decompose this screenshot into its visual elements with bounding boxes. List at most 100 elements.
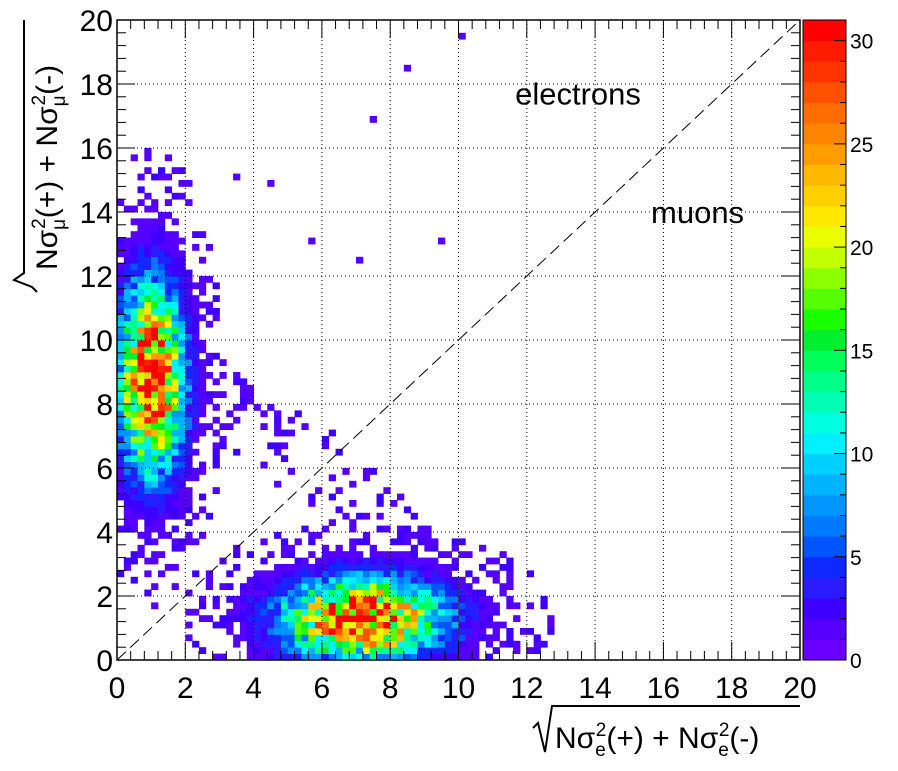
heatmap-bin [390, 615, 398, 622]
heatmap-bin [253, 634, 261, 642]
heatmap-bin [376, 615, 384, 622]
heatmap-bin [294, 640, 302, 648]
heatmap-bin [335, 551, 343, 558]
heatmap-bin [178, 538, 186, 546]
heatmap-bin [253, 608, 261, 616]
heatmap-bin [151, 404, 159, 411]
heatmap-bin [376, 564, 384, 571]
heatmap-bin [458, 653, 466, 661]
heatmap-bin [205, 583, 214, 590]
heatmap-bin [294, 608, 302, 616]
heatmap-bin [356, 621, 364, 629]
heatmap-bin [178, 327, 186, 334]
heatmap-bin [178, 167, 186, 174]
heatmap-bin [444, 564, 453, 571]
heatmap-bin [117, 378, 125, 386]
x-tick-label: 10 [442, 672, 475, 705]
heatmap-bin [369, 628, 377, 635]
heatmap-bin [144, 404, 152, 411]
heatmap-bin [130, 506, 138, 514]
heatmap-bin [151, 378, 159, 386]
heatmap-bin [137, 378, 145, 386]
color-scale-step [803, 618, 846, 640]
heatmap-bin [349, 647, 357, 654]
heatmap-bin [151, 512, 159, 520]
color-scale-labels: 0 5 10 15 20 25 30 [834, 31, 873, 673]
heatmap-bin [151, 468, 159, 475]
heatmap-bin [185, 352, 193, 360]
heatmap-bin [335, 608, 343, 616]
heatmap-bin [178, 506, 186, 514]
heatmap-bin [267, 180, 275, 187]
heatmap-bin [444, 615, 453, 622]
heatmap-bin [287, 647, 295, 654]
heatmap-bin [308, 628, 316, 635]
heatmap-bin [253, 621, 261, 629]
heatmap-bin [157, 314, 166, 322]
heatmap-bin [144, 231, 152, 238]
heatmap-bin [130, 493, 138, 501]
heatmap-bin [451, 538, 459, 546]
heatmap-bin [308, 615, 316, 622]
heatmap-bin [335, 596, 343, 603]
x-tick-label: 4 [245, 672, 262, 705]
heatmap-bin [137, 308, 145, 315]
heatmap-bin [267, 621, 275, 629]
heatmap-bin [151, 436, 159, 443]
heatmap-bin [390, 589, 398, 597]
heatmap-bin [178, 365, 186, 373]
heatmap-bin [178, 404, 186, 411]
heatmap-bin [301, 621, 309, 629]
heatmap-bin [342, 608, 350, 616]
heatmap-bin [444, 589, 453, 597]
heatmap-bin [117, 468, 125, 475]
heatmap-bin [335, 557, 343, 565]
heatmap-bin [164, 404, 173, 411]
heatmap-bin [342, 615, 350, 622]
heatmap-bin [192, 244, 200, 251]
heatmap-bin [164, 532, 173, 539]
heatmap-bin [192, 404, 200, 411]
heatmap-bin [321, 628, 330, 635]
heatmap-bin [280, 429, 289, 437]
heatmap-bin [192, 333, 200, 341]
heatmap-bin [294, 410, 302, 418]
heatmap-bin [198, 615, 207, 622]
heatmap-bin [151, 538, 159, 546]
heatmap-bin [164, 448, 173, 456]
heatmap-bin [274, 602, 282, 610]
heatmap-bin [130, 346, 138, 354]
x-tick-labels: 0 2 4 6 8 10 12 14 16 18 20 [109, 672, 817, 705]
heatmap-bin [506, 596, 514, 603]
heatmap-bin [547, 615, 555, 622]
heatmap-bin [157, 269, 166, 277]
heatmap-bin [253, 589, 261, 597]
heatmap-bin [478, 621, 487, 629]
heatmap-bin [157, 244, 166, 251]
heatmap-bin [315, 532, 323, 539]
color-scale-step [803, 370, 846, 393]
heatmap-bin [335, 564, 343, 571]
heatmap-bin [117, 269, 125, 277]
heatmap-bin [178, 474, 186, 482]
heatmap-bin [171, 244, 179, 251]
heatmap-bin [164, 308, 173, 315]
heatmap-bin [219, 436, 227, 443]
heatmap-bin [356, 551, 364, 558]
heatmap-bin [198, 423, 207, 430]
heatmap-bin [198, 256, 207, 264]
heatmap-bin [137, 442, 145, 450]
heatmap-bin [144, 340, 152, 347]
heatmap-bin [117, 455, 125, 462]
heatmap-bin [164, 487, 173, 494]
heatmap-bin [403, 506, 412, 514]
heatmap-bin [424, 544, 432, 552]
heatmap-bin [164, 244, 173, 251]
heatmap-bin [192, 327, 200, 334]
heatmap-bin [417, 602, 425, 610]
heatmap-bin [192, 570, 200, 578]
heatmap-bin [151, 173, 159, 181]
heatmap-bin [472, 615, 480, 622]
heatmap-bin [144, 301, 152, 309]
heatmap-bin [342, 570, 350, 578]
